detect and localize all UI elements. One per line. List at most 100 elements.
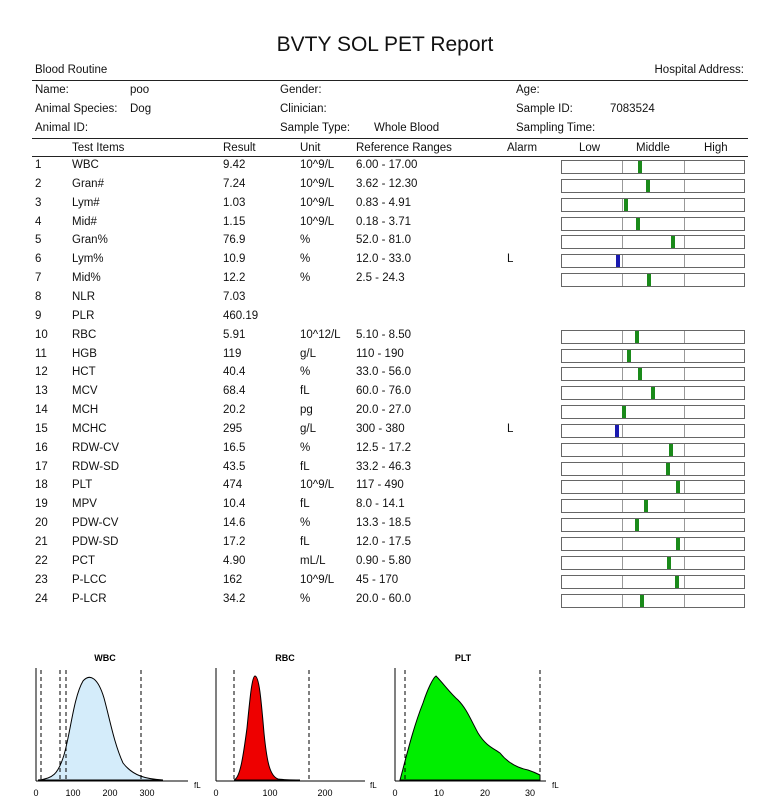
- range-marker: [621, 406, 626, 419]
- sample-type-label: Sample Type:: [280, 122, 351, 134]
- range-marker: [638, 161, 643, 173]
- table-row: 7 Mid% 12.2% 2.5 - 24.3: [0, 271, 770, 290]
- test-item: MCHC: [72, 422, 107, 435]
- reference-range: 12.0 - 17.5: [356, 536, 411, 548]
- table-row: 8 NLR 7.03: [0, 290, 770, 309]
- range-bar: [561, 160, 745, 174]
- test-item: MPV: [72, 498, 97, 511]
- reference-range: 2.5 - 24.3: [356, 272, 405, 285]
- range-bar: [561, 348, 745, 363]
- range-bar: [561, 574, 745, 589]
- unit-value: %: [300, 253, 311, 266]
- range-bar: [561, 235, 745, 250]
- table-row: 17 RDW-SD 43.5 fL 33.2 - 46.3: [0, 460, 770, 479]
- row-number: 16: [35, 441, 48, 454]
- sample-id-label: Sample ID:: [516, 103, 573, 115]
- result-value: 68.4: [223, 385, 246, 398]
- range-marker: [638, 368, 643, 381]
- name-value: poo: [130, 84, 150, 96]
- wbc-histogram: WBC 0 100 200 300 fL: [33, 653, 201, 798]
- range-bar: [561, 593, 745, 608]
- test-item: NLR: [72, 290, 96, 303]
- range-bar: [561, 386, 745, 401]
- alarm-flag: L: [507, 253, 514, 266]
- col-alarm: Alarm: [507, 142, 538, 154]
- row-number: 4: [35, 215, 42, 228]
- table-row: 3 Lym# 1.03 10^9/L 0.83 - 4.91: [0, 196, 770, 215]
- table-row: 22 PCT 4.90 mL/L 0.90 - 5.80: [0, 554, 770, 573]
- result-value: 9.42: [223, 159, 246, 171]
- result-value: 4.90: [223, 554, 246, 567]
- table-row: 18 PLT 474 10^9/L 117 - 490: [0, 478, 770, 497]
- col-low: Low: [579, 142, 601, 154]
- unit-value: 10^9/L: [300, 159, 335, 171]
- result-value: 16.5: [223, 441, 246, 454]
- reference-range: 52.0 - 81.0: [356, 234, 411, 247]
- range-marker: [676, 481, 681, 494]
- range-bar: [561, 216, 745, 231]
- range-bar: [561, 367, 745, 382]
- row-number: 15: [35, 422, 48, 435]
- result-value: 1.03: [223, 196, 246, 209]
- result-value: 14.6: [223, 517, 246, 530]
- range-bar: [561, 254, 745, 269]
- result-value: 295: [223, 422, 243, 435]
- wbc-tick: 200: [102, 788, 117, 798]
- result-value: 20.2: [223, 404, 246, 417]
- test-item: HCT: [72, 366, 96, 379]
- range-marker: [643, 500, 648, 513]
- result-value: 43.5: [223, 460, 246, 473]
- unit-value: %: [300, 272, 311, 285]
- col-middle: Middle: [636, 142, 670, 154]
- test-item: RDW-SD: [72, 460, 120, 473]
- unit-value: %: [300, 441, 311, 454]
- test-item: HGB: [72, 347, 97, 360]
- reference-range: 33.0 - 56.0: [356, 366, 411, 379]
- animal-id-label: Animal ID:: [35, 122, 89, 134]
- range-marker: [671, 236, 676, 249]
- result-value: 1.15: [223, 215, 246, 228]
- range-bar: [561, 442, 745, 457]
- range-marker: [634, 330, 639, 343]
- sampling-time-label: Sampling Time:: [516, 122, 596, 134]
- range-bar: [561, 273, 745, 288]
- test-item: Lym%: [72, 253, 104, 266]
- table-row: 23 P-LCC 162 10^9/L 45 - 170: [0, 573, 770, 592]
- reference-range: 20.0 - 27.0: [356, 404, 411, 417]
- result-value: 76.9: [223, 234, 246, 247]
- test-item: MCH: [72, 404, 99, 417]
- col-test-items: Test Items: [72, 142, 125, 154]
- test-item: PDW-CV: [72, 517, 119, 530]
- table-row: 13 MCV 68.4 fL 60.0 - 76.0: [0, 384, 770, 403]
- table-row: 11 HGB 119 g/L 110 - 190: [0, 347, 770, 366]
- test-item: PCT: [72, 554, 95, 567]
- test-item: RBC: [72, 328, 97, 341]
- table-row: 15 MCHC 295 g/L 300 - 380 L: [0, 422, 770, 441]
- alarm-flag: L: [507, 422, 514, 435]
- row-number: 19: [35, 498, 48, 511]
- test-item: Gran%: [72, 234, 108, 247]
- row-number: 13: [35, 385, 48, 398]
- table-row: 10 RBC 5.91 10^12/L 5.10 - 8.50: [0, 328, 770, 347]
- range-marker: [640, 594, 645, 607]
- test-item: RDW-CV: [72, 441, 120, 454]
- species-value: Dog: [130, 103, 152, 115]
- row-number: 18: [35, 479, 48, 492]
- test-item: Gran#: [72, 177, 104, 190]
- result-value: 460.19: [223, 309, 259, 322]
- unit-value: g/L: [300, 422, 316, 435]
- unit-value: 10^9/L: [300, 215, 335, 228]
- report-title: BVTY SOL PET Report: [276, 33, 494, 56]
- table-row: 4 Mid# 1.15 10^9/L 0.18 - 3.71: [0, 215, 770, 234]
- gender-label: Gender:: [280, 84, 322, 96]
- range-marker: [676, 538, 681, 550]
- unit-value: g/L: [300, 347, 316, 360]
- row-number: 7: [35, 272, 42, 285]
- plt-unit: fL: [552, 781, 559, 790]
- row-number: 8: [35, 290, 42, 303]
- range-bar: [561, 555, 745, 570]
- reference-range: 0.18 - 3.71: [356, 215, 411, 228]
- range-bar: [561, 197, 745, 212]
- rbc-tick: 100: [262, 788, 277, 798]
- col-unit: Unit: [300, 142, 321, 154]
